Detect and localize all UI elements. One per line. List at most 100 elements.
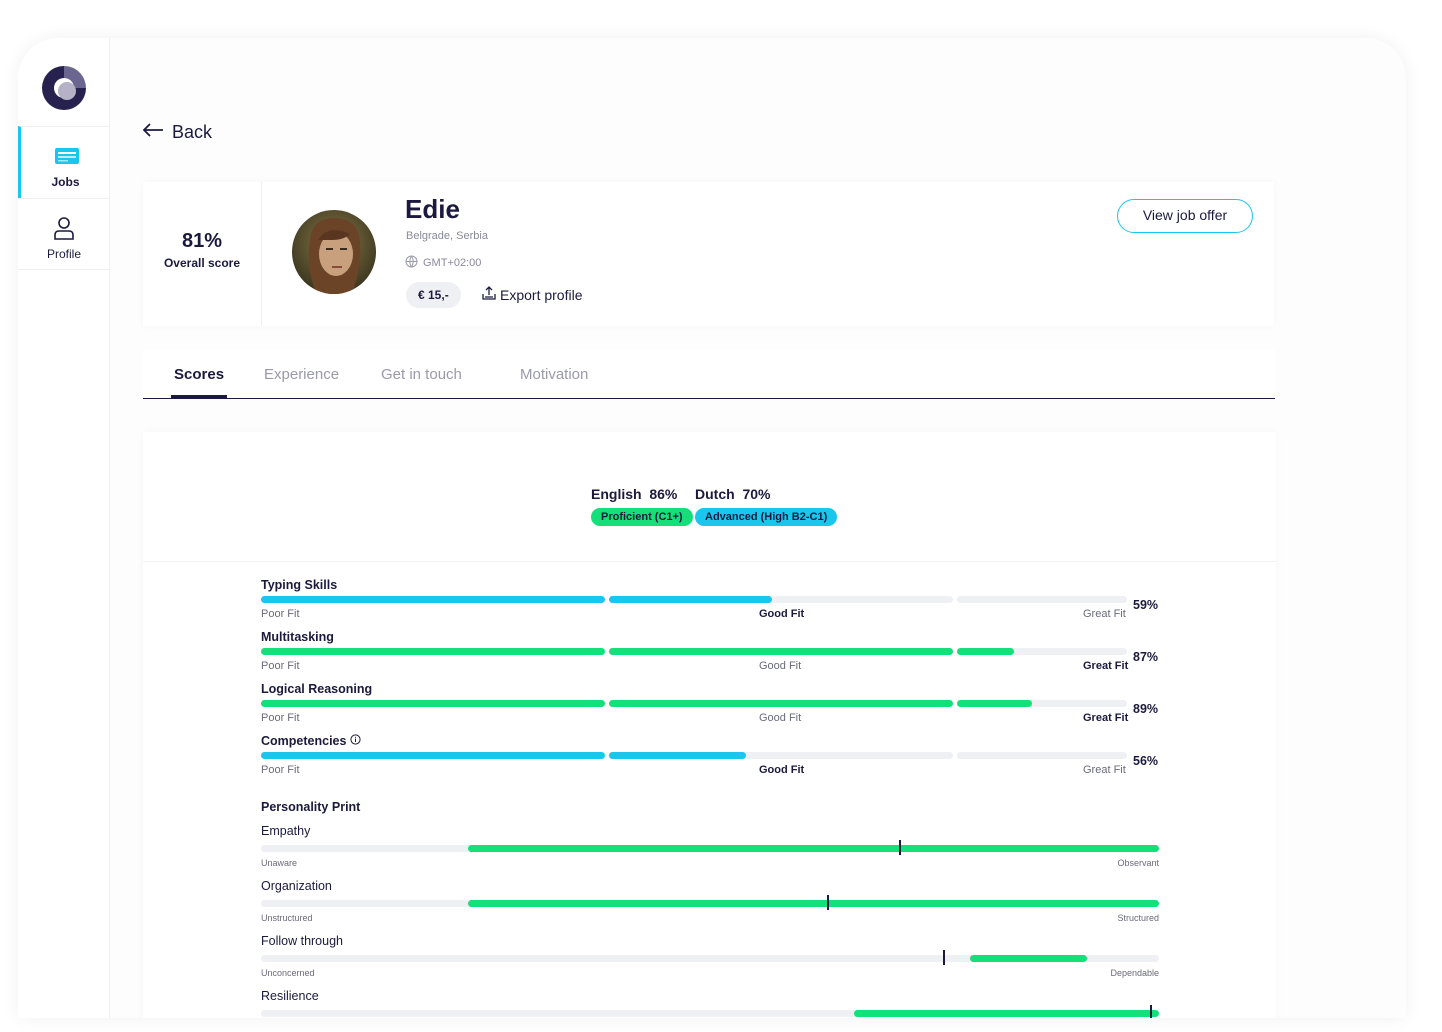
fit-label-poor: Poor Fit	[261, 712, 300, 724]
skill-track-segment	[957, 752, 1127, 759]
trait-range	[467, 900, 1159, 907]
fit-label-good: Good Fit	[759, 764, 805, 776]
trait-marker	[826, 895, 829, 910]
personality-trait: Empathy Unaware Observant	[261, 824, 1159, 879]
trait-low-label: Unstructured	[261, 913, 313, 923]
skill-fill	[609, 700, 953, 707]
tab-motivation[interactable]: Motivation	[520, 366, 589, 383]
skill-track-segment	[957, 700, 1127, 707]
tab-scores[interactable]: Scores	[174, 366, 225, 383]
trait-range	[970, 955, 1088, 962]
view-job-offer-button[interactable]: View job offer	[1117, 199, 1253, 233]
candidate-name: Edie	[405, 194, 460, 224]
active-tab-indicator	[171, 395, 227, 398]
skill-fill	[261, 700, 605, 707]
fit-label-poor: Poor Fit	[261, 660, 300, 672]
candidate-location: Belgrade, Serbia	[406, 230, 488, 242]
sidebar-item-label: Jobs	[51, 175, 80, 189]
skill-percentage: 87%	[1133, 650, 1159, 664]
globe-icon	[405, 255, 418, 271]
skill-track-segment	[957, 596, 1127, 603]
tab-get-in-touch[interactable]: Get in touch	[381, 366, 462, 383]
app-window: Jobs Profile Back 81% Overall score	[18, 38, 1406, 1018]
info-icon[interactable]	[350, 734, 362, 748]
export-profile-button[interactable]: Export profile	[482, 286, 582, 303]
skill-percentage: 56%	[1133, 754, 1159, 768]
trait-marker	[943, 950, 946, 965]
skill-name: Competencies	[261, 734, 362, 748]
skill-percentage: 59%	[1133, 598, 1159, 612]
sidebar: Jobs Profile	[18, 38, 110, 1018]
trait-track	[261, 955, 1159, 962]
language-english: English 86%	[591, 486, 677, 502]
skill-track-segment	[609, 596, 953, 603]
sidebar-item-jobs[interactable]: Jobs	[18, 126, 110, 198]
candidate-card: 81% Overall score Edie Bel	[143, 182, 1274, 326]
back-link[interactable]: Back	[142, 122, 212, 143]
overall-score: 81% Overall score	[143, 182, 262, 326]
language-scores: English 86% Proficient (C1+) Dutch 70% A…	[143, 432, 1276, 562]
skill-row: Typing Skills Poor Fit Good Fit Great Fit 59…	[261, 578, 1161, 630]
arrow-left-icon	[142, 122, 164, 143]
fit-label-great: Great Fit	[1083, 608, 1126, 620]
fit-label-poor: Poor Fit	[261, 764, 300, 776]
skill-fill	[261, 596, 605, 603]
language-score: 70%	[742, 486, 771, 502]
trait-name: Resilience	[261, 989, 319, 1003]
trait-high-label: Structured	[1117, 913, 1159, 923]
trait-name: Empathy	[261, 824, 311, 838]
back-label: Back	[172, 122, 213, 142]
skill-row: Logical Reasoning Poor Fit Good Fit Great F…	[261, 682, 1161, 734]
language-level-badge: Proficient (C1+)	[591, 508, 693, 526]
export-profile-label: Export profile	[500, 286, 583, 303]
skill-track-segment	[609, 752, 953, 759]
trait-low-label: Unaware	[261, 858, 298, 868]
personality-trait: Resilience	[261, 989, 1159, 1018]
overall-score-label: Overall score	[163, 256, 241, 270]
skill-fill	[609, 596, 772, 603]
hourly-rate-badge: € 15,-	[406, 282, 461, 308]
skill-fill	[957, 648, 1015, 655]
export-icon	[482, 286, 496, 303]
skill-track-segment	[957, 648, 1127, 655]
language-score: 86%	[649, 486, 678, 502]
personality-trait: Follow through Unconcerned Dependable	[261, 934, 1159, 989]
skill-fill	[261, 648, 605, 655]
fit-label-great: Great Fit	[1083, 660, 1129, 672]
skill-row: Multitasking Poor Fit Good Fit Great Fit 87%	[261, 630, 1161, 682]
language-name: English	[591, 486, 642, 502]
personality-trait: Organization Unstructured Structured	[261, 879, 1159, 934]
timezone-text: GMT+02:00	[423, 257, 482, 269]
skill-fill	[609, 752, 746, 759]
trait-marker	[1150, 1005, 1153, 1018]
profile-icon	[51, 215, 77, 241]
fit-label-good: Good Fit	[759, 712, 802, 724]
skill-name: Typing Skills	[261, 578, 338, 592]
fit-label-good: Good Fit	[759, 660, 802, 672]
overall-score-value: 81%	[181, 230, 223, 252]
app-logo[interactable]	[40, 64, 88, 112]
candidate-timezone: GMT+02:00	[405, 255, 481, 271]
fit-label-poor: Poor Fit	[261, 608, 300, 620]
scores-panel: English 86% Proficient (C1+) Dutch 70% A…	[143, 432, 1276, 1018]
skill-name: Logical Reasoning	[261, 682, 373, 696]
tab-experience[interactable]: Experience	[264, 366, 340, 383]
fit-label-good: Good Fit	[759, 608, 805, 620]
trait-high-label: Dependable	[1110, 968, 1159, 978]
language-level-badge: Advanced (High B2-C1)	[695, 508, 838, 526]
trait-name: Organization	[261, 879, 332, 893]
skill-row: Competencies Poor Fit Good Fit Great Fit 56%	[261, 734, 1161, 786]
skill-fill	[609, 648, 953, 655]
trait-range	[853, 1010, 1159, 1017]
trait-name: Follow through	[261, 934, 343, 948]
trait-marker	[898, 840, 901, 855]
fit-label-great: Great Fit	[1083, 764, 1126, 776]
sidebar-item-profile[interactable]: Profile	[18, 198, 110, 270]
profile-tabs: Scores Experience Get in touch Motivatio…	[143, 350, 1275, 399]
trait-track	[261, 1010, 1159, 1017]
avatar	[292, 210, 376, 294]
jobs-icon	[54, 143, 80, 169]
language-dutch: Dutch 70%	[695, 486, 770, 502]
trait-range	[467, 845, 1159, 852]
personality-print-title: Personality Print	[261, 800, 361, 814]
